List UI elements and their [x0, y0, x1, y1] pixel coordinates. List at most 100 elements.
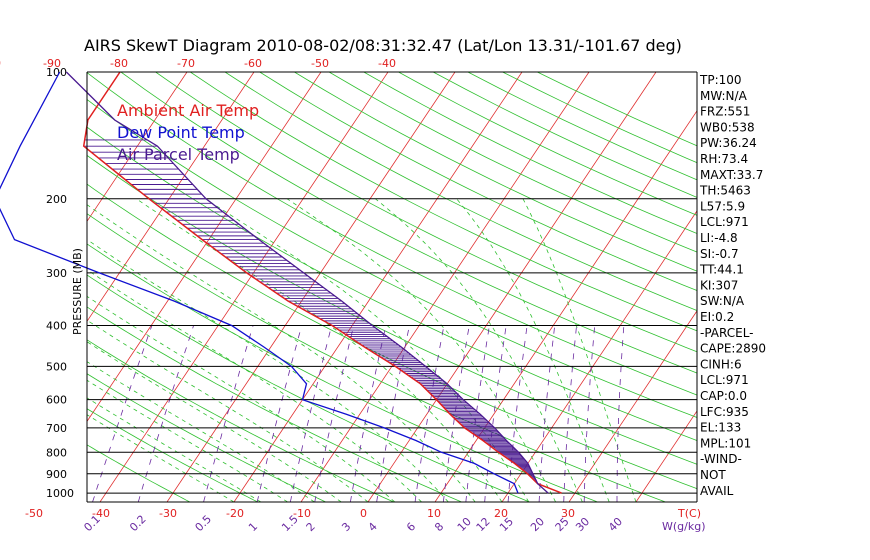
index-item: EL:133 [700, 421, 741, 435]
index-item: MAXT:33.7 [700, 168, 763, 182]
index-item: LI:-4.8 [700, 231, 738, 245]
legend-dewpoint: Dew Point Temp [117, 123, 245, 142]
mixing-ratio-line [442, 325, 470, 502]
mixing-ratio-label: 6 [404, 520, 418, 534]
isotherm [501, 210, 697, 502]
bottom-temp-tick: -20 [226, 507, 244, 520]
index-item: WB0:538 [700, 120, 755, 134]
index-item: PW:36.24 [700, 136, 757, 150]
moist-adiabat [136, 198, 503, 502]
background-isolines [87, 72, 697, 502]
top-temp-tick: -90 [43, 57, 61, 70]
dry-adiabat [224, 72, 697, 311]
dry-adiabat [87, 274, 530, 502]
top-temp-tick: -50 [311, 57, 329, 70]
index-item: MPL:101 [700, 436, 751, 450]
isotherm [87, 72, 322, 423]
pressure-tick-label: 600 [46, 394, 67, 407]
index-item: AVAIL [700, 484, 734, 498]
moist-adiabat [286, 198, 556, 502]
y-axis-label: PRESSURE (MB) [71, 248, 84, 335]
index-item: SW:N/A [700, 294, 745, 308]
mixing-ratio-line [507, 325, 528, 502]
index-item: RH:73.4 [700, 152, 748, 166]
isobars: 100 200 300 400 500 600 700 800 900 1000 [46, 66, 697, 500]
top-temp-tick: -40 [378, 57, 396, 70]
index-item: FRZ:551 [700, 105, 750, 119]
pressure-tick-label: 500 [46, 360, 67, 373]
index-item: TP:100 [699, 73, 742, 87]
isotherm [568, 310, 697, 502]
pressure-tick-label: 300 [46, 267, 67, 280]
mixing-ratio-line [414, 325, 445, 502]
pressure-tick-label: 800 [46, 446, 67, 459]
moist-adiabat [87, 414, 235, 502]
dry-adiabat [328, 72, 697, 253]
dry-adiabat [87, 408, 258, 502]
pressure-tick-label: 400 [46, 320, 67, 333]
legend: Ambient Air Temp Dew Point Temp Air Parc… [117, 101, 259, 164]
legend-parcel: Air Parcel Temp [117, 145, 240, 164]
index-item: KI:307 [700, 278, 738, 292]
mixing-ratio-line [484, 325, 507, 502]
chart-title: AIRS SkewT Diagram 2010-08-02/08:31:32.4… [84, 36, 682, 55]
moist-adiabat [87, 397, 262, 502]
dry-adiabat [87, 126, 697, 442]
bottom-temp-tick: 0 [360, 507, 367, 520]
index-item: L57:5.9 [700, 199, 745, 213]
mixing-ratio-line [314, 325, 355, 502]
pressure-tick-label: 900 [46, 468, 67, 481]
index-item: SI:-0.7 [700, 247, 739, 261]
dry-adiabat [87, 183, 697, 490]
moist-adiabat [87, 204, 476, 502]
dry-adiabat [87, 306, 462, 502]
mixing-ratio-label: 4 [366, 520, 380, 534]
dry-adiabat [87, 72, 697, 396]
index-item: EI:0.2 [700, 310, 734, 324]
moist-adiabat [205, 198, 530, 502]
mixing-ratio-line [256, 325, 303, 502]
moist-adiabat [87, 379, 288, 502]
mixing-ratio-line [350, 325, 387, 502]
mixing-ratio-line [203, 325, 254, 502]
bottom-temp-tick: -30 [159, 507, 177, 520]
mixing-ratio-label: 40 [606, 515, 625, 534]
mixing-ratio-label: 20 [528, 515, 547, 534]
dry-adiabat [259, 72, 697, 292]
dry-adiabat [190, 72, 697, 332]
mixing-ratio-label: 0.2 [127, 513, 149, 535]
isotherm [87, 72, 121, 122]
top-temp-tick: -60 [244, 57, 262, 70]
cape-hatching [83, 139, 538, 484]
dry-adiabat [87, 243, 598, 502]
dry-adiabat [363, 72, 697, 234]
parcel-temp-line [65, 71, 549, 494]
bottom-temp-tick: -10 [293, 507, 311, 520]
index-item: TH:5463 [699, 184, 751, 198]
bottom-temp-tick: -50 [25, 507, 43, 520]
bottom-axis-unit: T(C) [677, 507, 701, 520]
index-item: LFC:935 [700, 405, 749, 419]
dry-adiabat [87, 444, 191, 502]
index-item: CAPE:2890 [700, 342, 766, 356]
mixing-ratio-label: 30 [573, 515, 592, 534]
pressure-tick-label: 200 [46, 193, 67, 206]
pressure-tick-label: 100 [46, 66, 67, 79]
legend-ambient: Ambient Air Temp [117, 101, 259, 120]
profiles [0, 71, 562, 494]
dry-adiabat [398, 72, 697, 216]
dry-adiabat [87, 98, 697, 418]
mixing-ratio-label: 3 [339, 520, 353, 534]
index-item: TT:44.1 [699, 263, 744, 277]
moist-adiabat [87, 295, 396, 502]
isotherm [367, 72, 657, 502]
dry-adiabat [294, 72, 697, 272]
dewpoint-line [0, 71, 519, 494]
ambient-temp-line [82, 71, 562, 494]
mixing-ratio-line [465, 325, 490, 502]
mixing-ratio-line [616, 325, 625, 502]
dry-adiabat [155, 72, 697, 353]
isotherm [87, 72, 188, 223]
